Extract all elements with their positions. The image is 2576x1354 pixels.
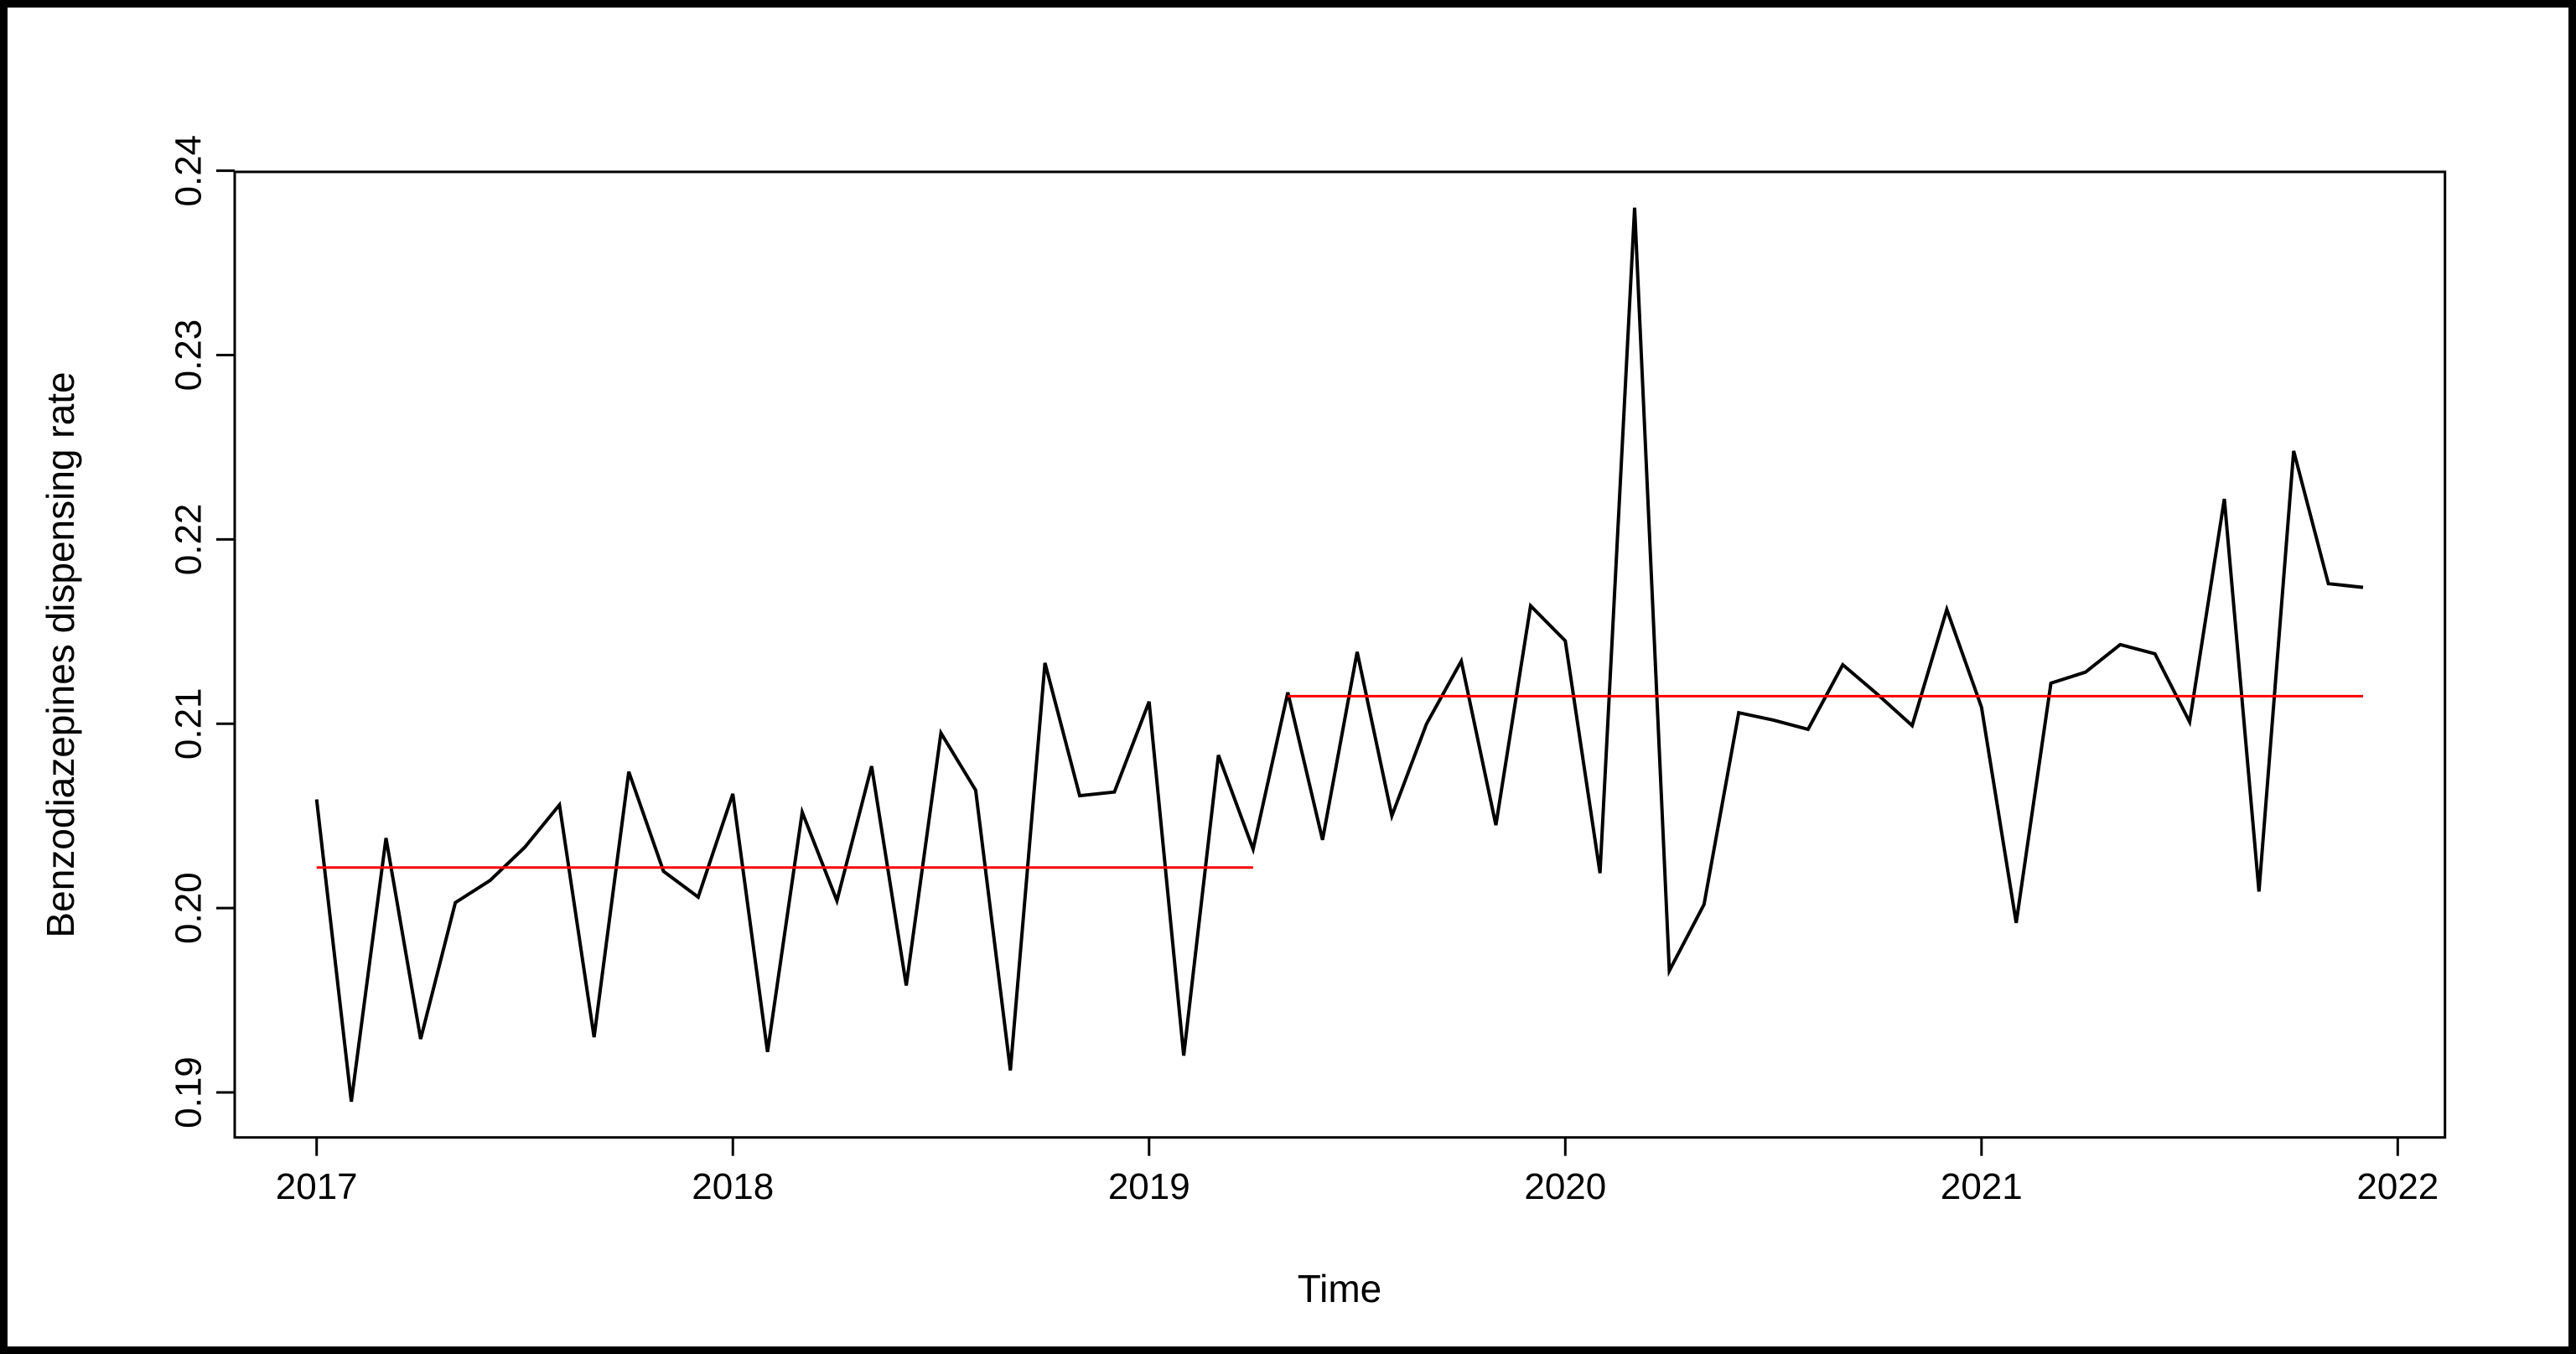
y-tick-label: 0.21 — [168, 687, 210, 760]
y-tick-label: 0.19 — [168, 1056, 210, 1128]
x-axis-title: Time — [1297, 1267, 1382, 1310]
y-tick-label: 0.23 — [168, 319, 210, 392]
x-tick-label: 2022 — [2356, 1166, 2439, 1207]
y-axis-title: Benzodiazepines dispensing rate — [39, 371, 82, 938]
plot-box — [233, 170, 2447, 1139]
y-tick-label: 0.24 — [168, 135, 210, 207]
x-tick-label: 2020 — [1524, 1166, 1606, 1207]
x-tick-label: 2018 — [692, 1166, 774, 1207]
y-tick-label: 0.22 — [168, 504, 210, 576]
dispensing-rate-line — [314, 207, 2364, 1102]
x-tick-label: 2019 — [1108, 1166, 1190, 1207]
x-tick-label: 2021 — [1941, 1166, 2023, 1207]
x-tick-label: 2017 — [276, 1166, 358, 1207]
y-tick-label: 0.20 — [168, 872, 210, 944]
